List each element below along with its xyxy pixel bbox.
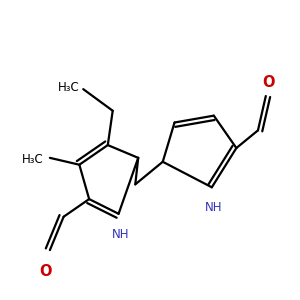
- Text: O: O: [40, 264, 52, 279]
- Text: NH: NH: [112, 227, 129, 241]
- Text: NH: NH: [205, 201, 223, 214]
- Text: O: O: [262, 75, 275, 90]
- Text: H₃C: H₃C: [58, 81, 79, 94]
- Text: H₃C: H₃C: [22, 153, 44, 166]
